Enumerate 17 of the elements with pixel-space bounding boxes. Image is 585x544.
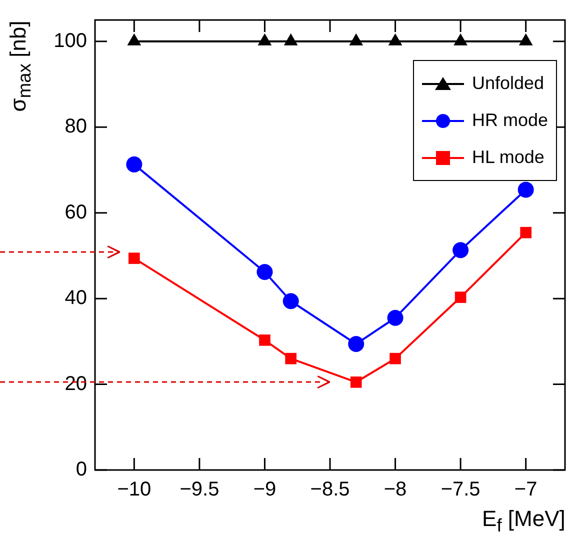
- x-tick-label: −8: [384, 478, 407, 501]
- x-tick-label: −9.5: [180, 478, 220, 501]
- y-tick-label: 40: [64, 287, 87, 310]
- legend-label: HL mode: [472, 147, 544, 168]
- x-axis-title: E$_{f}$ [MeV]: [482, 506, 566, 536]
- legend-label: Unfolded: [472, 73, 544, 94]
- x-tick-label: −7.5: [440, 478, 480, 501]
- y-tick-label: 20: [64, 372, 87, 395]
- x-tick-label: −9: [253, 478, 276, 501]
- legend-label: HR mode: [472, 110, 548, 131]
- y-tick-label: 80: [64, 116, 87, 138]
- y-tick-label: 0: [76, 458, 87, 481]
- x-tick-label: −7: [514, 478, 538, 501]
- x-tick-label: −10: [117, 478, 152, 501]
- y-tick-label: 60: [64, 201, 87, 224]
- y-tick-label: 100: [54, 30, 87, 52]
- x-tick-label: −8.5: [310, 478, 350, 501]
